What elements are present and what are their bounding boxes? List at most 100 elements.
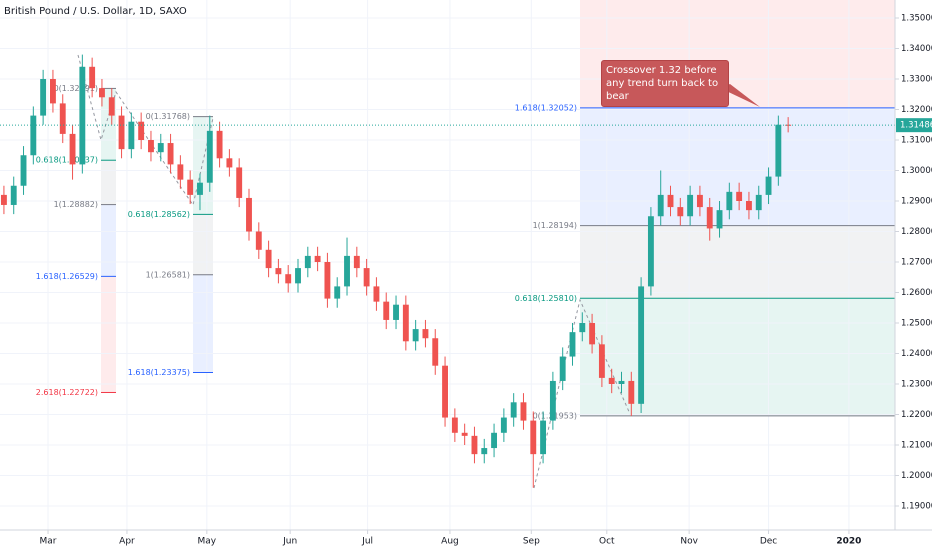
candle-body [618,380,625,384]
candle-body [647,216,654,287]
candle-body [30,115,37,156]
candle-body [785,124,792,126]
trend-path [533,298,631,489]
y-tick-label: 1.25000 [901,318,932,328]
fib-label: 0(1.31768) [146,112,190,121]
candle-body [481,448,488,455]
candle-body [79,66,86,165]
candle-body [304,255,311,269]
x-tick-label: Aug [441,537,459,547]
candle-body [432,338,439,366]
candle-body [59,103,66,134]
candle-body [736,191,743,201]
fib-label: 2.618(1.22722) [36,388,98,397]
candle-body [216,130,223,159]
candle-body [108,97,115,116]
fib-label: 1(1.28882) [54,200,98,209]
candle-body [608,377,615,384]
y-tick-label: 1.27000 [901,257,932,267]
y-tick-label: 1.32000 [901,105,932,115]
candle-body [549,380,556,421]
trend-path [77,54,214,207]
x-tick-label: Jun [282,537,297,547]
fib-label: 0.618(1.28562) [128,210,190,219]
fib-zone [101,204,116,277]
fib-label: 1(1.26581) [146,270,190,279]
candle-body [157,143,164,153]
fib-label: 0(1.32691) [54,84,98,93]
x-tick-label: Sep [523,537,540,547]
candle-body [295,268,301,284]
x-tick-label: May [198,537,217,547]
candle-body [510,402,517,418]
candle-body [334,286,341,299]
candle-body [285,274,292,284]
candle-body [451,417,458,433]
candle-body [598,344,605,378]
candle-body [275,268,282,275]
candle-body [657,194,664,217]
candle-body [412,329,419,342]
candle-body [138,121,145,140]
candle-body [20,155,27,186]
candle-body [148,139,154,153]
candle-body [755,194,762,211]
y-tick-label: 1.22000 [901,410,932,420]
x-tick-label: Nov [680,537,698,547]
fib-label: 1.618(1.32052) [515,103,577,112]
candle-body [167,143,174,165]
candle-body [226,158,233,168]
y-tick-label: 1.20000 [901,471,932,481]
candle-body [442,365,448,418]
candle-body [265,249,272,269]
candle-body [99,88,105,98]
y-tick-label: 1.31000 [901,135,932,145]
candle-body [206,130,213,183]
chart-title: British Pound / U.S. Dollar, 1D, SAXO [4,6,187,17]
candle-body [696,194,703,208]
x-tick-label: Mar [40,537,57,547]
candle-body [638,286,645,404]
candle-body [128,121,135,150]
candle-body [10,185,17,205]
fib-zone [580,298,895,416]
candle-body [628,380,635,404]
candle-body [314,255,321,262]
candle-body [197,182,203,195]
x-tick-label: Dec [760,537,777,547]
candle-body [236,167,243,198]
candle-body [373,286,380,302]
candle-body [745,200,752,211]
candle-body [49,78,56,104]
candle-body [471,435,478,455]
candle-body [765,176,772,195]
candle-body [540,420,547,455]
x-tick-label: Apr [119,537,135,547]
candle-body [363,268,370,287]
candle-body [89,66,96,89]
y-tick-label: 1.29000 [901,196,932,206]
x-tick-label: 2020 [836,537,861,547]
candle-body [716,210,723,229]
fib-label: 0.618(1.25810) [515,294,577,303]
candle-body [69,133,76,165]
candle-body [118,115,125,150]
candle-body [393,304,399,320]
fib-zone [101,276,116,393]
candle-body [667,194,674,208]
candle-body [589,322,596,345]
fib-label: 1.618(1.26529) [36,272,98,281]
candle-body [520,402,527,421]
x-tick-label: Oct [599,537,615,547]
candle-body [0,194,7,205]
candle-body [255,231,262,250]
candle-body [344,255,350,287]
callout-pointer [720,84,760,107]
candle-body [461,432,468,436]
candle-body [246,197,252,232]
candle-body [353,255,360,269]
fib-label: 1(1.28194) [533,221,577,230]
candle-body [177,164,184,180]
candle-body [383,301,390,320]
